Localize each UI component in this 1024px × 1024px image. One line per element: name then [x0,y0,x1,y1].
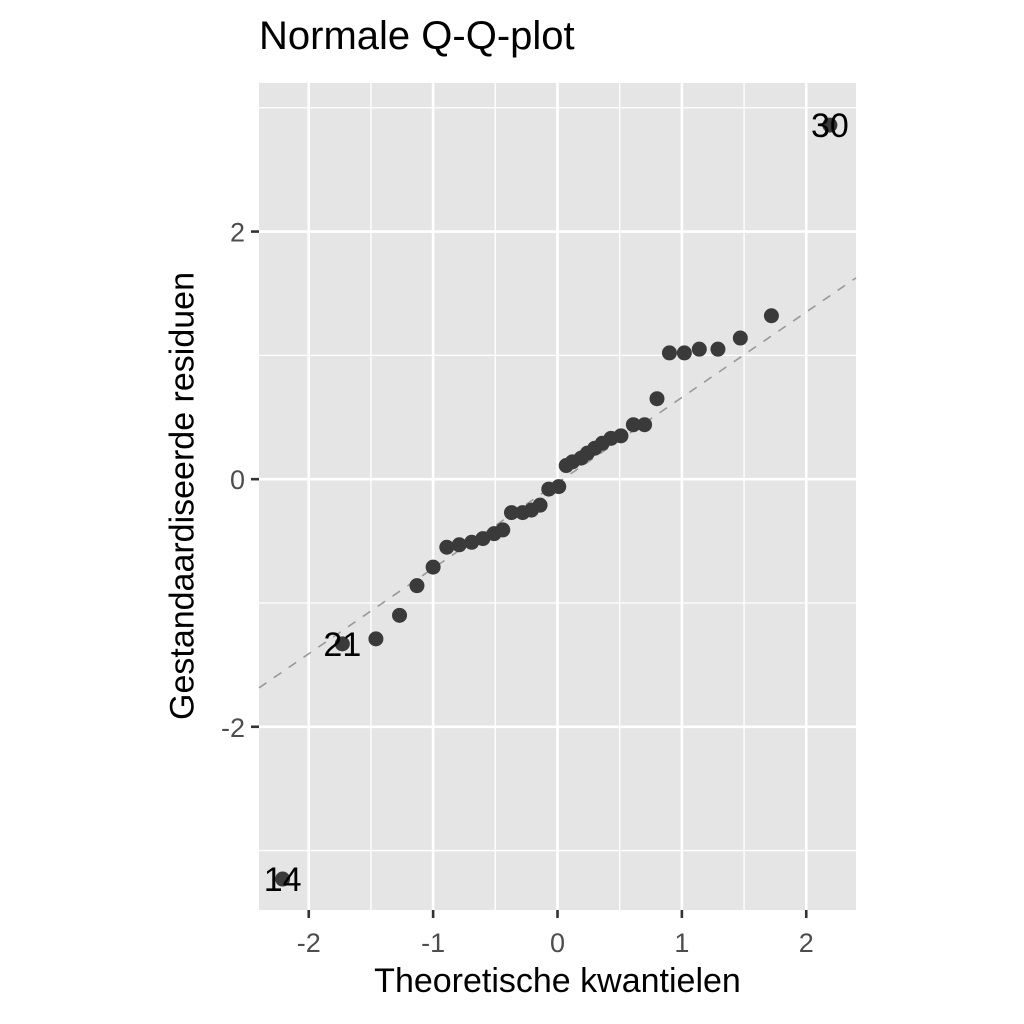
point-labels: 14 21 30 [264,107,849,899]
x-axis-label: Theoretische kwantielen [374,962,741,1000]
data-point [637,417,653,433]
data-point [763,308,779,324]
x-tick-label: -1 [421,928,445,958]
major-gridlines [259,83,856,910]
data-point [691,341,707,357]
data-point [613,428,629,444]
data-point [334,636,350,652]
data-point [503,505,519,521]
x-tick-label: 0 [550,928,565,958]
data-point [676,345,692,361]
y-axis: -2 0 2 [221,218,259,743]
x-axis: -2 -1 0 1 2 [297,910,814,958]
data-point [822,117,838,133]
data-point [661,345,677,361]
chart-title: Normale Q-Q-plot [259,14,575,58]
y-tick-label: 0 [230,465,245,495]
data-point [495,522,511,538]
data-point [439,539,455,555]
data-point [732,330,748,346]
data-point [710,341,726,357]
data-point [409,578,425,594]
data-point [475,531,491,547]
point-label: 21 [323,626,361,664]
data-point [451,537,467,553]
data-point [368,631,384,647]
y-tick-label: 2 [230,218,245,248]
data-points [275,117,838,887]
y-tick-label: -2 [221,713,245,743]
x-tick-label: 1 [674,928,689,958]
data-point [649,391,665,407]
point-label: 14 [264,861,302,899]
data-point [425,559,441,575]
x-tick-label: 2 [799,928,814,958]
x-tick-label: -2 [297,928,321,958]
data-point [532,497,548,513]
point-label: 30 [811,107,849,145]
data-point [625,417,641,433]
data-point [392,607,408,623]
data-point [551,479,567,495]
data-point [275,871,291,887]
